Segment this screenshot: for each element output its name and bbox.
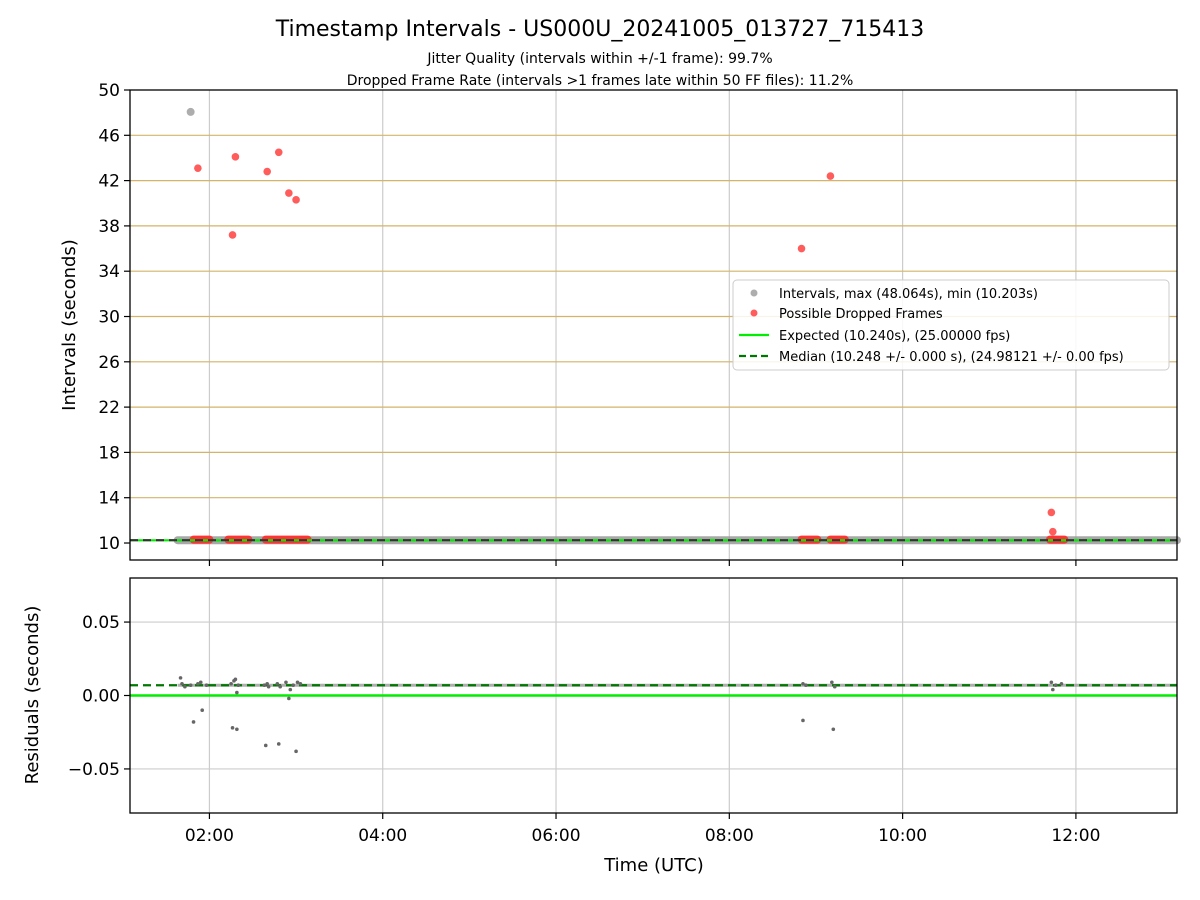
residuals-ytick-label-2: 0.05 — [82, 613, 120, 633]
legend-intervals-marker — [751, 290, 758, 297]
residual-point-25 — [288, 688, 292, 692]
residual-point-2 — [183, 685, 187, 689]
residuals-panel: 02:00 04:00 06:00 08:00 10:00 12:00 −0.05 0.00 0… — [68, 578, 1177, 846]
legend-entry-1: Possible Dropped Frames — [779, 307, 943, 322]
intervals-ytick-label-9: 46 — [98, 126, 120, 146]
residuals-xtick-label-2: 06:00 — [532, 826, 581, 846]
dropped-frame-point-0 — [194, 164, 202, 172]
dropped-frame-point-9 — [1048, 509, 1056, 517]
residual-point-38 — [1054, 683, 1058, 687]
residual-point-34 — [831, 727, 835, 731]
intervals-ytick-label-5: 30 — [98, 308, 120, 328]
x-axis-label: Time (UTC) — [603, 855, 704, 876]
dropped-frame-point-4 — [275, 148, 283, 156]
residual-point-9 — [229, 682, 233, 686]
residuals-xtick-label-0: 02:00 — [185, 826, 234, 846]
residual-point-0 — [179, 676, 183, 680]
intervals-ytick-label-10: 50 — [98, 81, 120, 101]
residual-point-13 — [235, 727, 239, 731]
residual-point-19 — [267, 685, 271, 689]
intervals-ytick-label-4: 26 — [98, 353, 120, 373]
intervals-ytick-label-0: 10 — [98, 534, 120, 554]
residual-point-23 — [284, 680, 288, 684]
residual-point-7 — [200, 708, 204, 712]
residual-point-8 — [205, 683, 209, 687]
residual-point-15 — [237, 683, 241, 687]
intervals-y-axis-label: Intervals (seconds) — [59, 239, 80, 411]
intervals-ytick-label-6: 34 — [98, 262, 120, 282]
residual-point-29 — [299, 682, 303, 686]
residual-point-22 — [278, 685, 282, 689]
residuals-y-axis-label: Residuals (seconds) — [22, 606, 43, 785]
residual-point-26 — [291, 683, 295, 687]
residual-point-6 — [199, 680, 203, 684]
dropped-frame-point-1 — [229, 231, 237, 239]
dropped-frame-point-8 — [827, 172, 835, 180]
residual-point-3 — [189, 683, 193, 687]
residual-point-33 — [830, 680, 834, 684]
residual-point-37 — [1051, 688, 1055, 692]
chart-subtitle-dropped: Dropped Frame Rate (intervals >1 frames … — [347, 73, 854, 89]
residual-point-10 — [231, 726, 235, 730]
intervals-panel: 10 14 18 22 26 30 34 38 42 46 50 Intervals, max (48… — [98, 81, 1177, 566]
residuals-xtick-label-5: 12:00 — [1051, 826, 1100, 846]
intervals-ytick-label-2: 18 — [98, 443, 120, 463]
legend-entry-3: Median (10.248 +/- 0.000 s), (24.98121 +… — [779, 350, 1124, 365]
interval-point-0 — [187, 108, 195, 116]
residual-point-35 — [833, 685, 837, 689]
dropped-frame-point-7 — [798, 245, 806, 253]
residual-point-27 — [294, 750, 298, 754]
dropped-frame-point-2 — [232, 153, 240, 161]
residual-point-4 — [192, 720, 196, 724]
residuals-xtick-label-3: 08:00 — [705, 826, 754, 846]
residuals-xtick-label-4: 10:00 — [878, 826, 927, 846]
dropped-frame-point-5 — [285, 189, 293, 197]
residuals-ytick-label-0: −0.05 — [68, 760, 120, 780]
residual-point-14 — [235, 691, 239, 695]
residual-point-12 — [234, 678, 238, 682]
intervals-ytick-label-3: 22 — [98, 398, 120, 418]
residual-point-32 — [804, 683, 808, 687]
legend-dropped-marker — [751, 310, 758, 317]
residual-point-20 — [276, 682, 280, 686]
residual-point-39 — [1060, 682, 1064, 686]
dropped-frame-point-10 — [1049, 528, 1057, 536]
dropped-frame-point-6 — [292, 196, 300, 204]
dropped-frame-point-3 — [263, 168, 271, 176]
residuals-ytick-label-1: 0.00 — [82, 687, 120, 707]
intervals-legend: Intervals, max (48.064s), min (10.203s) P… — [733, 280, 1169, 370]
residual-point-24 — [287, 697, 291, 701]
intervals-ytick-label-1: 14 — [98, 489, 120, 509]
legend-entry-2: Expected (10.240s), (25.00000 fps) — [779, 329, 1010, 344]
residuals-xtick-label-1: 04:00 — [358, 826, 407, 846]
residual-point-21 — [277, 742, 281, 746]
residual-point-31 — [801, 719, 805, 723]
residual-point-1 — [180, 682, 184, 686]
legend-entry-0: Intervals, max (48.064s), min (10.203s) — [779, 287, 1038, 302]
intervals-ytick-label-7: 38 — [98, 217, 120, 237]
residual-point-17 — [264, 744, 268, 748]
intervals-ytick-label-8: 42 — [98, 172, 120, 192]
chart-title: Timestamp Intervals - US000U_20241005_01… — [275, 17, 925, 42]
chart-subtitle-jitter: Jitter Quality (intervals within +/-1 fr… — [426, 51, 772, 67]
residual-point-36 — [1050, 680, 1054, 684]
